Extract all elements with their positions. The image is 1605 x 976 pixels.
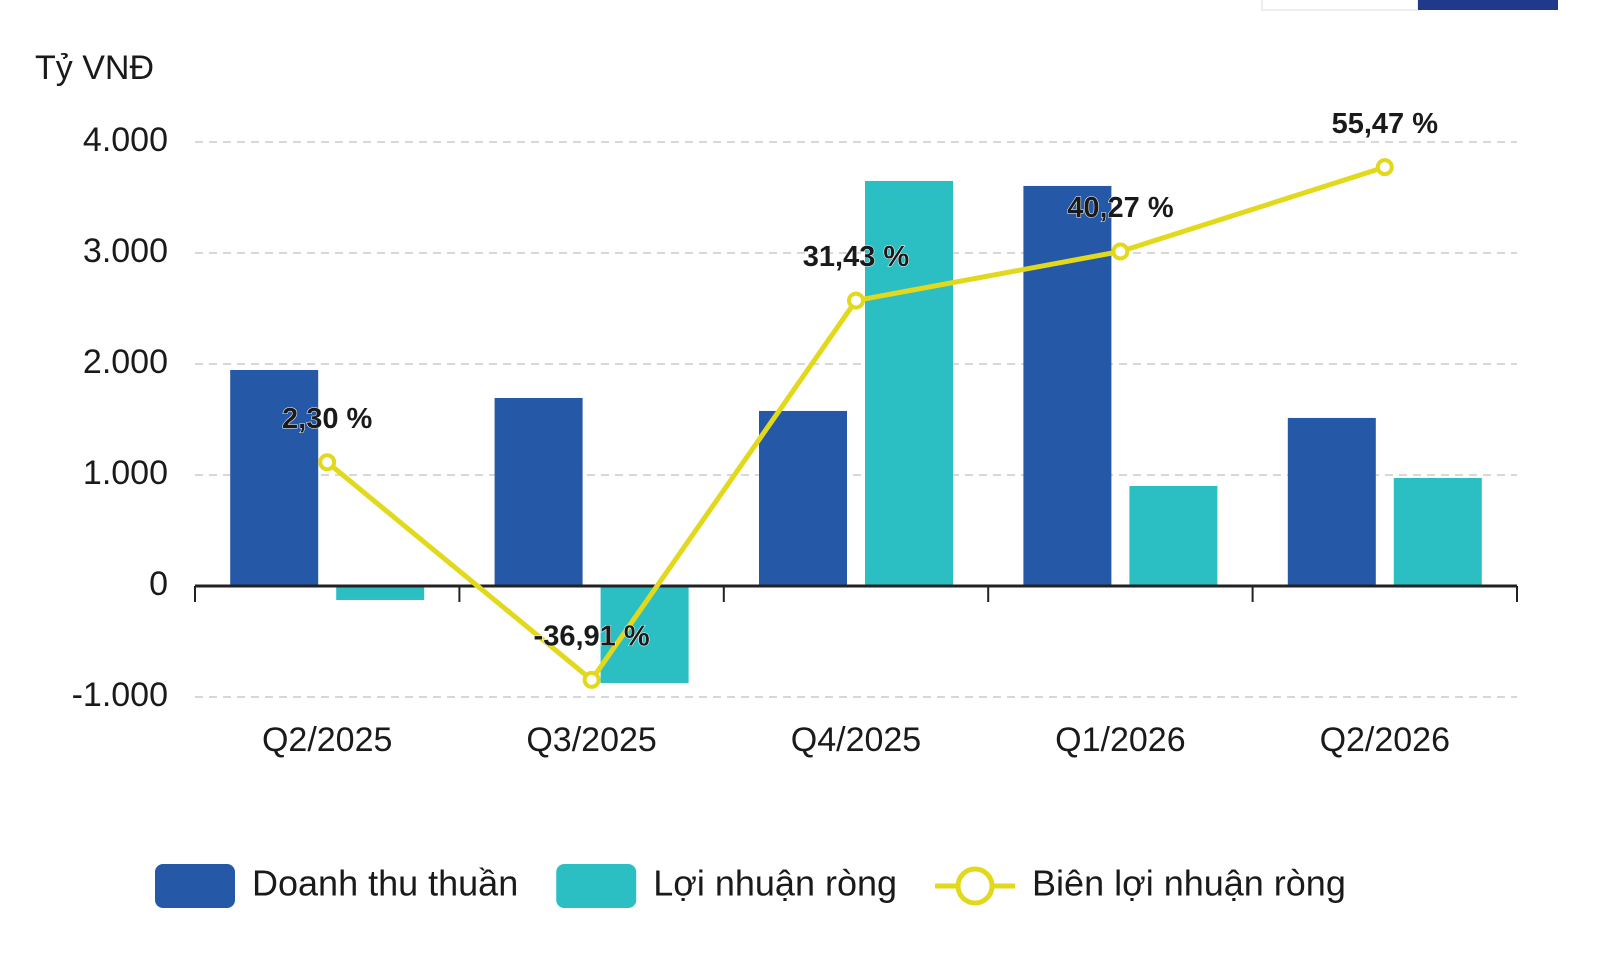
data-label: 2,30 % — [282, 403, 372, 435]
legend-label: Biên lợi nhuận ròng — [1032, 863, 1346, 904]
data-label: 31,43 % — [803, 241, 910, 273]
bar — [1287, 417, 1376, 586]
line-point — [582, 670, 601, 689]
legend-swatch — [955, 866, 995, 906]
line-point — [1111, 242, 1130, 261]
y-tick-label: 1.000 — [83, 454, 168, 492]
bar — [759, 410, 847, 586]
x-tick-label: Q3/2025 — [526, 721, 656, 759]
bar — [230, 369, 319, 586]
bar — [1023, 185, 1112, 586]
x-tick-label: Q2/2026 — [1320, 721, 1450, 759]
line-point — [1375, 158, 1394, 177]
toggle-button[interactable] — [1261, 0, 1419, 11]
bar — [865, 180, 953, 586]
legend-swatch — [155, 864, 235, 908]
line-point — [318, 453, 337, 472]
toggle-button[interactable] — [1418, 0, 1558, 10]
x-tick-label: Q1/2026 — [1055, 721, 1185, 759]
y-tick-label: 2.000 — [83, 343, 168, 381]
legend-label: Lợi nhuận ròng — [653, 863, 897, 904]
y-axis-label: Tỷ VNĐ — [35, 49, 154, 87]
bar — [336, 586, 425, 600]
data-label: 55,47 % — [1332, 108, 1439, 140]
x-tick-label: Q4/2025 — [791, 721, 921, 759]
bar — [494, 397, 583, 586]
legend-label: Doanh thu thuần — [252, 863, 518, 904]
bar — [1129, 485, 1218, 586]
x-tick-label: Q2/2025 — [262, 721, 392, 759]
data-label: -36,91 % — [534, 621, 650, 653]
legend-swatch — [556, 864, 637, 908]
y-tick-label: -1.000 — [72, 676, 168, 714]
y-tick-label: 3.000 — [83, 232, 168, 270]
y-tick-label: 4.000 — [83, 121, 168, 159]
bar — [1393, 477, 1482, 586]
y-tick-label: 0 — [149, 565, 168, 603]
line-point — [847, 291, 865, 310]
data-label: 40,27 % — [1067, 192, 1174, 224]
